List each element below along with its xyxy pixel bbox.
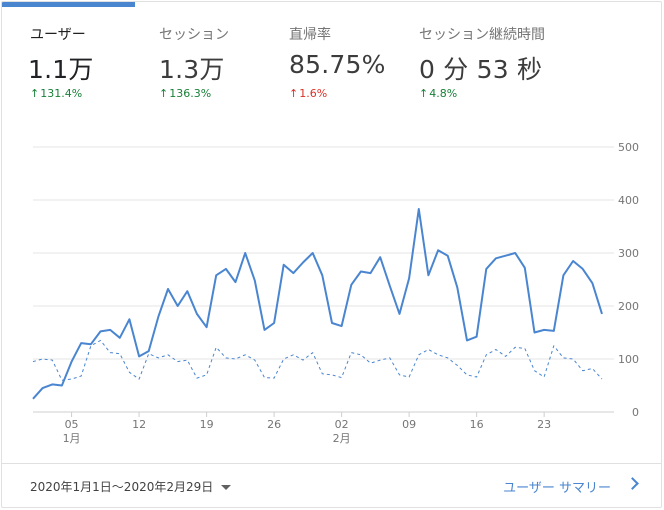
series-line-current-period — [32, 208, 603, 400]
metric-label: 直帰率 — [289, 27, 331, 43]
metric-change: ↑131.4% — [30, 87, 83, 100]
y-tick-label: 0 — [632, 406, 639, 419]
series-line-previous-period — [32, 339, 603, 381]
metric-value: 85.75% — [289, 50, 386, 79]
x-tick-sublabel: 2月 — [333, 432, 351, 445]
metric-change: ↑1.6% — [289, 87, 328, 100]
metric-label: セッション — [159, 27, 229, 43]
metric-tab-sessions[interactable]: セッション 1.3万 ↑136.3% — [137, 2, 267, 112]
metric-value: 0 分 53 秒 — [419, 55, 543, 84]
x-tick-label: 26 — [267, 418, 281, 431]
arrow-up-icon: ↑ — [289, 87, 299, 100]
card-footer: 2020年1月1日～2020年2月29日 ユーザー サマリー — [2, 463, 661, 507]
x-tick-label: 12 — [132, 418, 146, 431]
x-tick-label: 09 — [402, 418, 416, 431]
metric-tab-users[interactable]: ユーザー 1.1万 ↑131.4% — [2, 2, 137, 112]
x-tick-label: 19 — [200, 418, 214, 431]
caret-down-icon — [221, 485, 232, 490]
metric-label: ユーザー — [30, 27, 86, 43]
x-tick-label: 05 — [65, 418, 79, 431]
y-tick-label: 100 — [618, 353, 639, 366]
metric-tab-session-duration[interactable]: セッション継続時間 0 分 53 秒 ↑4.8% — [397, 2, 597, 112]
metric-tab-bounce-rate[interactable]: 直帰率 85.75% ↑1.6% — [267, 2, 397, 112]
date-range-selector[interactable]: 2020年1月1日～2020年2月29日 — [30, 478, 232, 495]
arrow-up-icon: ↑ — [159, 87, 169, 100]
y-tick-label: 200 — [618, 300, 639, 313]
metric-value: 1.1万 — [28, 55, 94, 84]
user-summary-link[interactable]: ユーザー サマリー — [503, 481, 611, 496]
x-tick-sublabel: 1月 — [63, 432, 81, 445]
active-tab-indicator — [2, 2, 135, 7]
metric-change: ↑136.3% — [159, 87, 212, 100]
metric-change: ↑4.8% — [419, 87, 458, 100]
y-tick-label: 300 — [618, 247, 639, 260]
x-tick-label: 23 — [537, 418, 551, 431]
y-tick-label: 500 — [618, 141, 639, 154]
metric-value: 1.3万 — [159, 55, 225, 84]
date-range-label: 2020年1月1日～2020年2月29日 — [30, 480, 214, 494]
arrow-up-icon: ↑ — [30, 87, 40, 100]
x-tick-label: 02 — [335, 418, 349, 431]
chevron-right-icon[interactable] — [626, 477, 639, 490]
metric-tabs: ユーザー 1.1万 ↑131.4% セッション 1.3万 ↑136.3% 直帰率… — [2, 2, 661, 112]
x-tick-label: 16 — [470, 418, 484, 431]
arrow-up-icon: ↑ — [419, 87, 429, 100]
y-tick-label: 400 — [618, 194, 639, 207]
metric-label: セッション継続時間 — [419, 27, 545, 43]
